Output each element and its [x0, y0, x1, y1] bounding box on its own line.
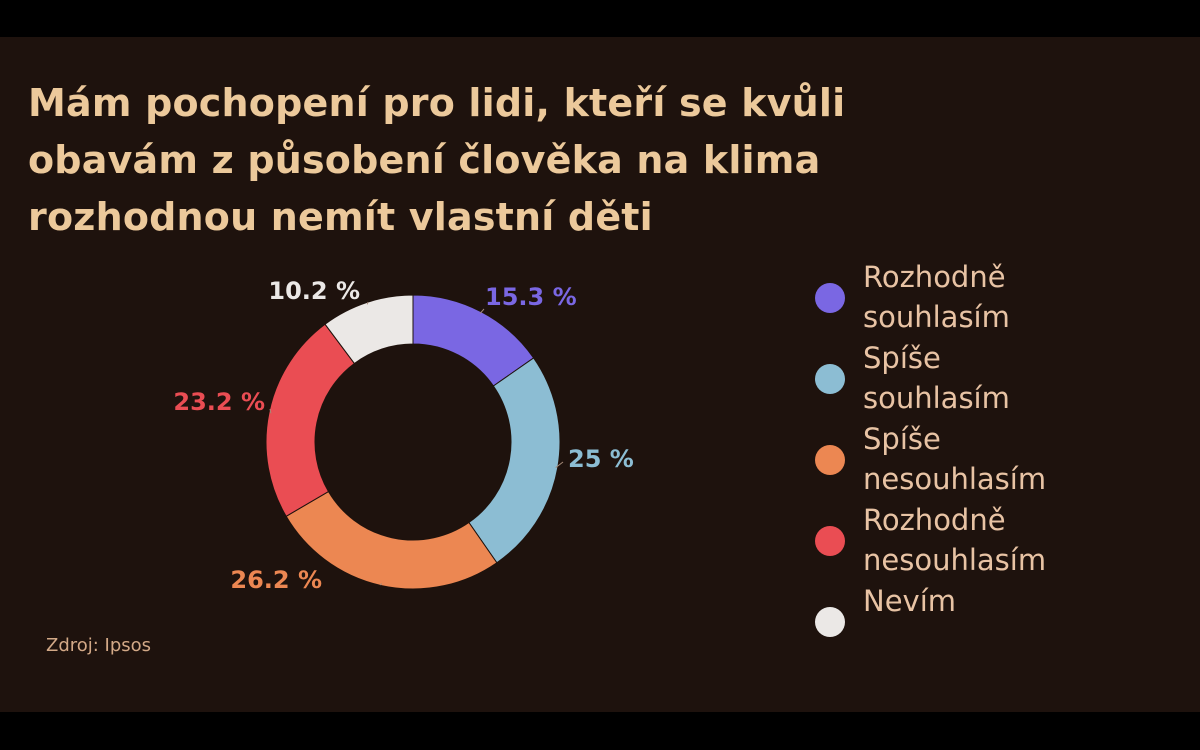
legend-swatch: [815, 526, 845, 556]
legend-swatch: [815, 607, 845, 637]
donut-slice: [324, 294, 414, 365]
donut-slice: [265, 323, 356, 517]
legend-swatch: [815, 283, 845, 313]
legend-label: Spíše souhlasím: [863, 341, 1010, 415]
leader-line: [269, 408, 272, 414]
legend-label: Rozhodně nesouhlasím: [863, 503, 1047, 577]
donut-chart: 15.3 % 25 % 26.2 % 23.2 % 10.2 %: [173, 277, 634, 594]
source-note: Zdroj: Ipsos: [46, 635, 152, 656]
data-label: 23.2 %: [173, 388, 265, 416]
leader-line: [479, 308, 485, 314]
leader-line: [555, 461, 564, 469]
donut-slice: [468, 357, 561, 564]
letterbox-bottom: [0, 712, 1200, 750]
legend-item-spise-souhlasim: Spíše souhlasím: [815, 338, 1155, 419]
legend-label: Rozhodně souhlasím: [863, 260, 1010, 334]
chart-title: Mám pochopení pro lidi, kteří se kvůli o…: [28, 75, 1088, 246]
leader-line: [366, 301, 369, 305]
letterbox-top: [0, 0, 1200, 37]
title-line: obavám z působení člověka na klima: [28, 138, 821, 182]
title-line: Mám pochopení pro lidi, kteří se kvůli: [28, 81, 846, 125]
legend: Rozhodně souhlasím Spíše souhlasím Spíše ne…: [815, 257, 1155, 662]
legend-item-rozhodne-nesouhlasim: Rozhodně nesouhlasím: [815, 500, 1155, 581]
legend-item-nevim: Nevím: [815, 581, 1155, 662]
data-label: 10.2 %: [268, 277, 360, 305]
data-label: 26.2 %: [230, 566, 322, 594]
legend-label: Nevím: [863, 584, 957, 618]
title-line: rozhodnou nemít vlastní děti: [28, 195, 653, 239]
slide: Mám pochopení pro lidi, kteří se kvůli o…: [0, 37, 1200, 712]
legend-label: Spíše nesouhlasím: [863, 422, 1047, 496]
legend-item-rozhodne-souhlasim: Rozhodně souhlasím: [815, 257, 1155, 338]
legend-swatch: [815, 445, 845, 475]
data-label: 25 %: [568, 445, 634, 473]
leader-line: [379, 583, 383, 586]
legend-item-spise-nesouhlasim: Spíše nesouhlasím: [815, 419, 1155, 500]
data-label: 15.3 %: [485, 283, 577, 311]
legend-swatch: [815, 364, 845, 394]
